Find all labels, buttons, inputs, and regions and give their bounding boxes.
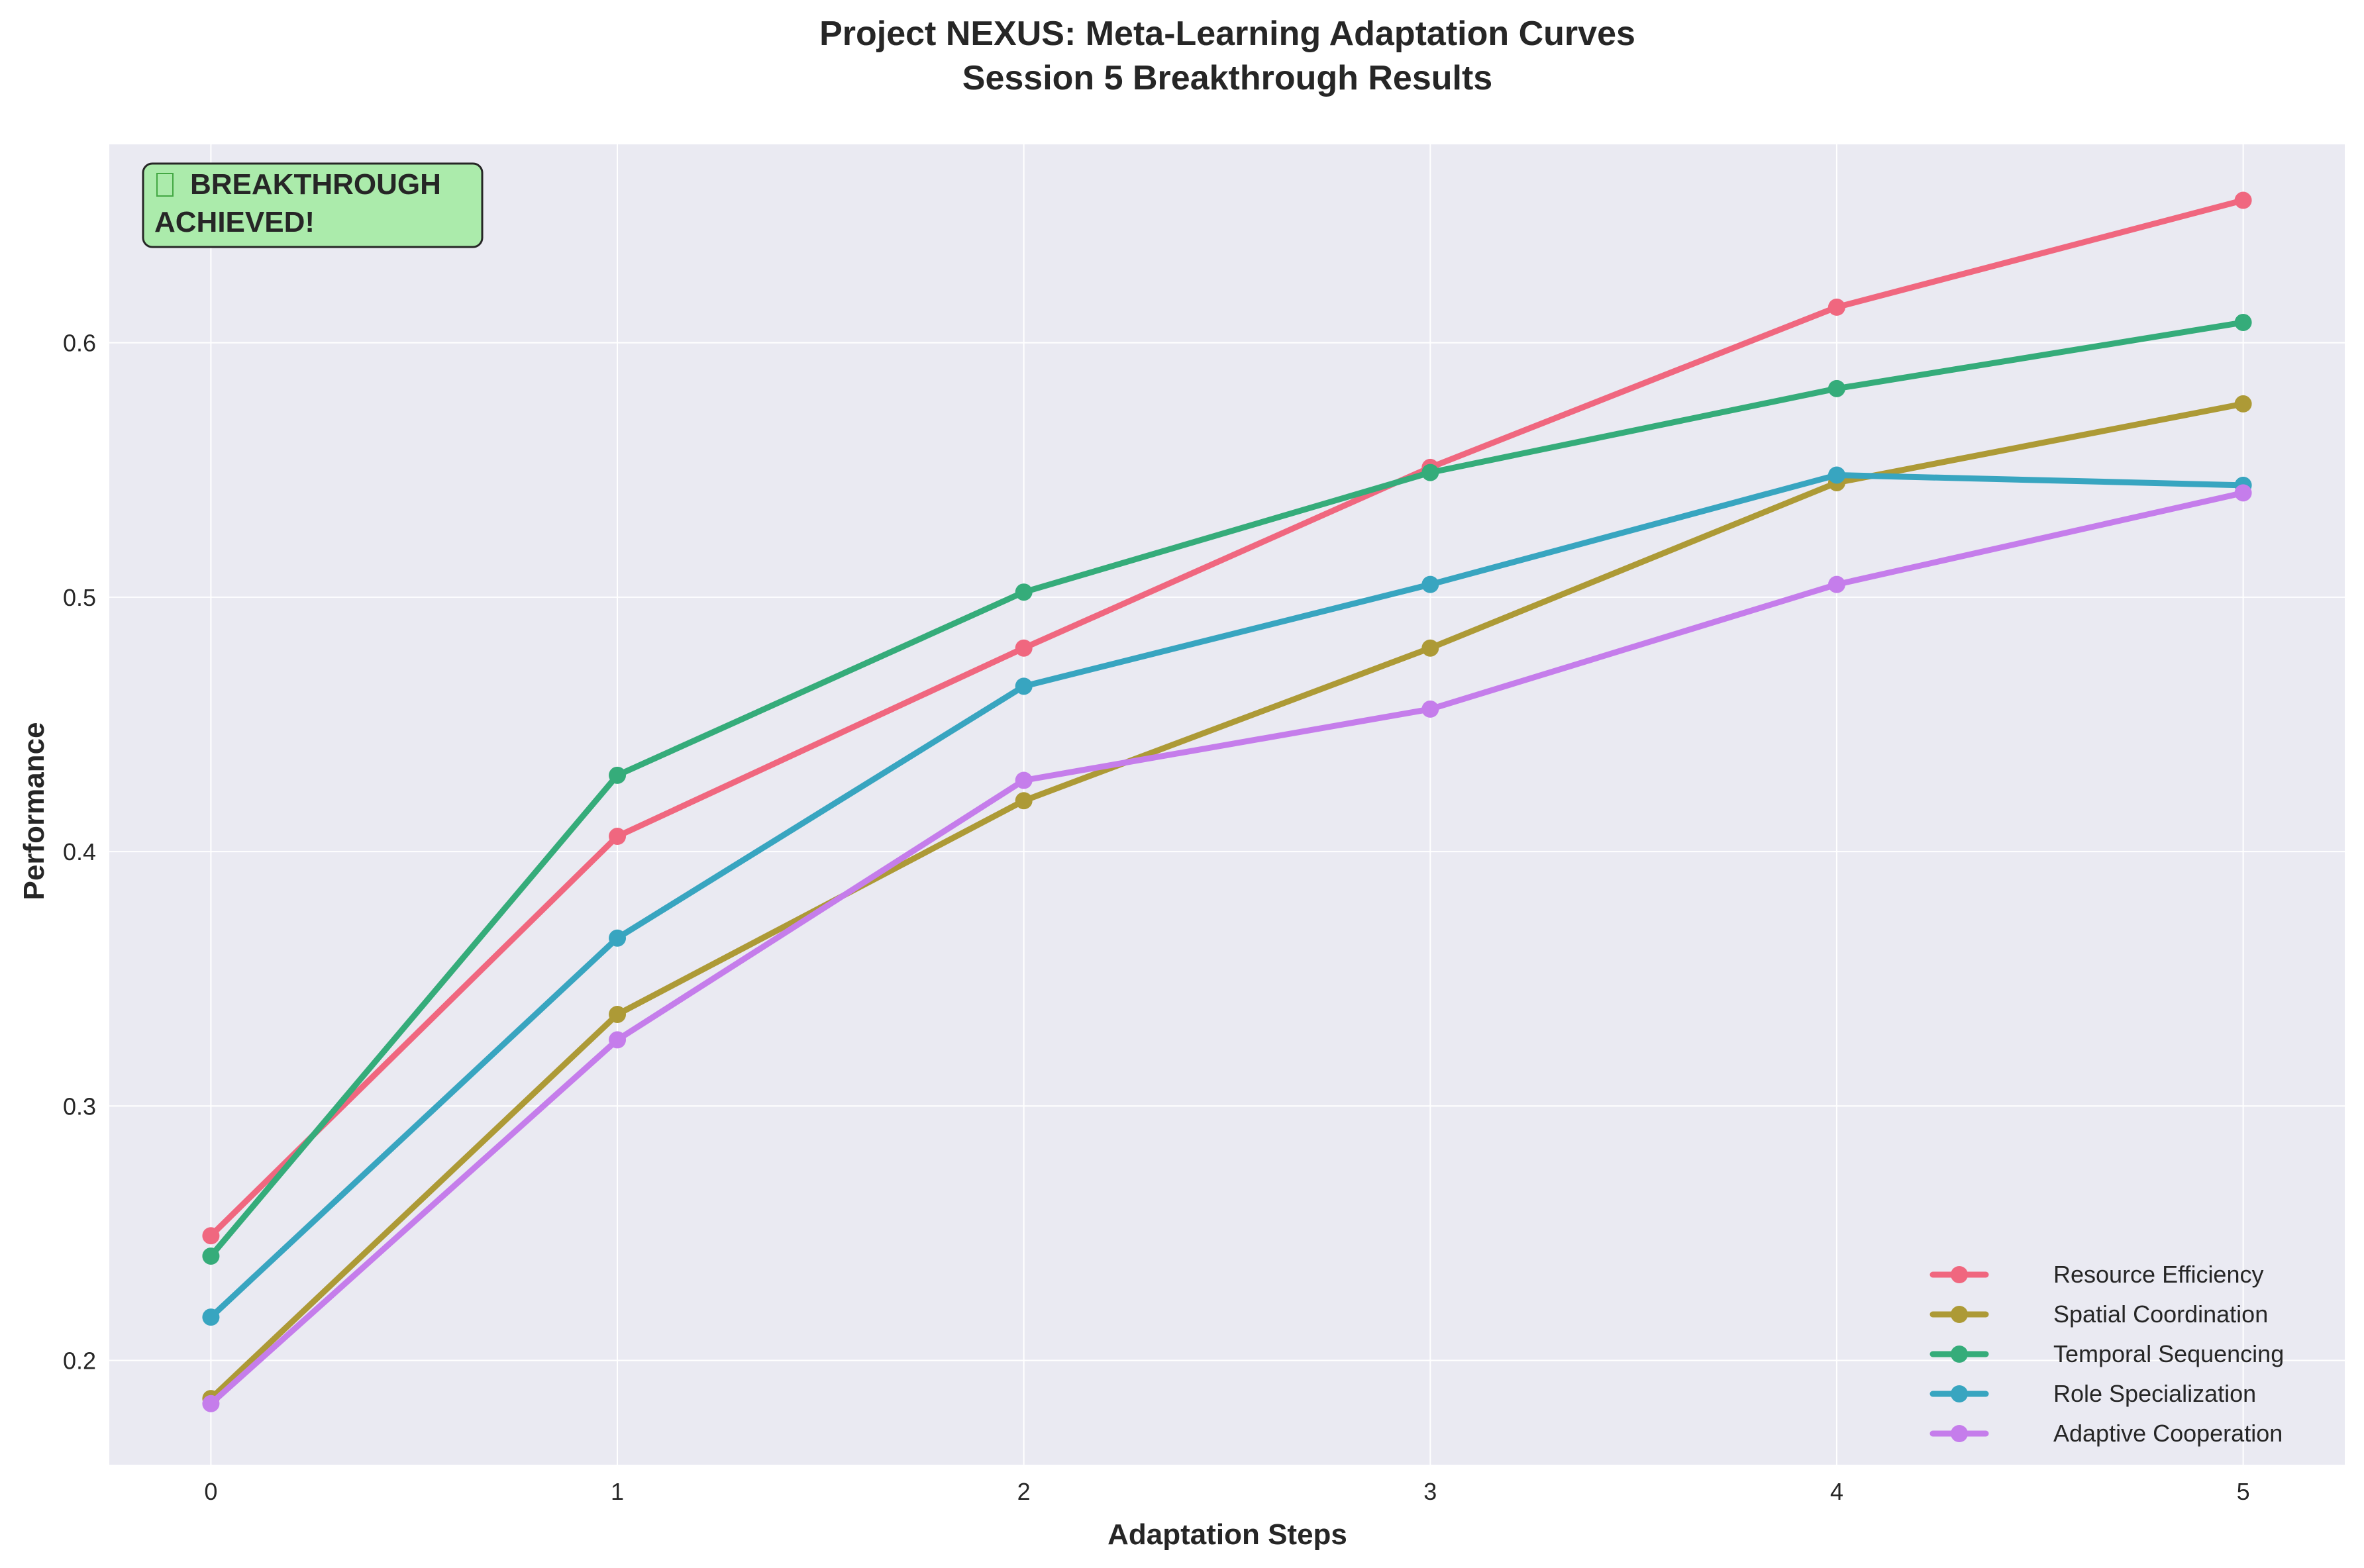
data-point-resource-efficiency [609, 828, 627, 846]
x-tick-label: 2 [1017, 1478, 1031, 1505]
y-tick-label: 0.4 [63, 838, 96, 865]
legend-item-role-specialization: Role Specialization [1929, 1380, 2256, 1407]
data-point-adaptive-cooperation [202, 1395, 220, 1412]
legend-label: Role Specialization [2053, 1380, 2256, 1407]
data-point-role-specialization [609, 929, 627, 947]
legend: Resource Efficiency Spatial Coordination T… [1929, 1261, 2284, 1447]
series-line-resource-efficiency [207, 197, 2247, 1239]
data-point-temporal-sequencing [202, 1247, 220, 1265]
data-point-role-specialization [202, 1308, 220, 1326]
y-tick-label: 0.6 [63, 330, 96, 357]
chart-title: Project NEXUS: Meta-Learning Adaptation … [819, 15, 1635, 53]
y-axis-label: Performance [18, 722, 50, 900]
series-line-role-specialization [207, 471, 2247, 1320]
x-axis-label: Adaptation Steps [1107, 1518, 1347, 1551]
series-adaptive-cooperation [202, 484, 2252, 1412]
legend-marker [1951, 1385, 1968, 1402]
series-temporal-sequencing [202, 313, 2252, 1265]
legend-marker [1951, 1266, 1968, 1283]
data-point-temporal-sequencing [609, 766, 627, 784]
data-point-resource-efficiency [2234, 191, 2252, 209]
x-tick-label: 0 [204, 1478, 217, 1505]
data-point-adaptive-cooperation [1827, 575, 1845, 593]
annotation-line-2: ACHIEVED! [154, 206, 315, 238]
data-point-adaptive-cooperation [2234, 484, 2252, 502]
series-resource-efficiency [202, 191, 2252, 1245]
legend-label: Resource Efficiency [2053, 1261, 2263, 1288]
annotation-box [142, 162, 484, 248]
legend-label: Spatial Coordination [2053, 1300, 2268, 1328]
x-tick-label: 4 [1830, 1478, 1843, 1505]
x-tick-labels: 0 1 2 3 4 5 [204, 1478, 2249, 1505]
x-tick-label: 1 [611, 1478, 624, 1505]
data-point-adaptive-cooperation [609, 1031, 627, 1049]
legend-marker [1951, 1306, 1968, 1323]
chart-subtitle: Session 5 Breakthrough Results [962, 59, 1492, 97]
data-point-temporal-sequencing [1421, 464, 1439, 481]
legend-item-resource-efficiency: Resource Efficiency [1929, 1261, 2263, 1288]
data-point-spatial-coordination [1015, 792, 1033, 810]
data-point-temporal-sequencing [2234, 313, 2252, 331]
legend-marker [1951, 1346, 1968, 1363]
y-tick-label: 0.5 [63, 584, 96, 611]
series-group [202, 191, 2252, 1412]
trophy-icon [156, 173, 174, 197]
x-tick-label: 3 [1423, 1478, 1437, 1505]
data-point-role-specialization [1421, 575, 1439, 593]
y-tick-labels: 0.2 0.3 0.4 0.5 0.6 [63, 330, 96, 1375]
y-tick-label: 0.3 [63, 1093, 96, 1120]
series-line-spatial-coordination [207, 401, 2247, 1402]
data-point-spatial-coordination [609, 1005, 627, 1023]
series-line-adaptive-cooperation [207, 489, 2247, 1407]
data-point-resource-efficiency [202, 1227, 220, 1245]
series-line-temporal-sequencing [207, 319, 2247, 1259]
y-tick-label: 0.2 [63, 1347, 96, 1374]
data-point-spatial-coordination [2234, 395, 2252, 413]
x-tick-label: 5 [2237, 1478, 2250, 1505]
data-point-resource-efficiency [1827, 298, 1845, 316]
data-point-spatial-coordination [1421, 639, 1439, 657]
legend-label: Temporal Sequencing [2053, 1340, 2284, 1367]
data-point-resource-efficiency [1015, 639, 1033, 657]
data-point-adaptive-cooperation [1421, 700, 1439, 718]
data-point-temporal-sequencing [1015, 583, 1033, 601]
legend-item-adaptive-cooperation: Adaptive Cooperation [1929, 1420, 2283, 1447]
legend-item-temporal-sequencing: Temporal Sequencing [1929, 1340, 2284, 1367]
data-point-temporal-sequencing [1827, 379, 1845, 397]
annotation-line-1: BREAKTHROUGH [190, 168, 441, 201]
legend-marker [1951, 1425, 1968, 1442]
data-point-role-specialization [1827, 466, 1845, 484]
data-point-adaptive-cooperation [1015, 771, 1033, 789]
data-point-role-specialization [1015, 677, 1033, 695]
breakthrough-annotation: BREAKTHROUGH ACHIEVED! [142, 162, 484, 248]
legend-item-spatial-coordination: Spatial Coordination [1929, 1300, 2268, 1328]
legend-label: Adaptive Cooperation [2053, 1420, 2283, 1447]
